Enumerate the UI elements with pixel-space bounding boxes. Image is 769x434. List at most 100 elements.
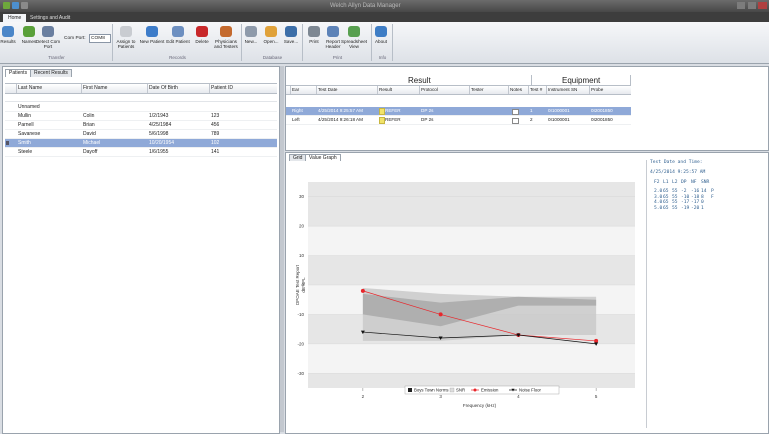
close-button[interactable] [758,2,767,9]
data-point [360,288,365,293]
details-heading: Test Date and Time: [650,160,703,165]
patient-cell: David [83,131,96,137]
details-cell: 14 [701,189,707,194]
minimize-button[interactable] [737,2,745,9]
button-icon[interactable] [146,26,158,37]
data-point [516,333,521,338]
result-row[interactable] [286,116,631,125]
column-header: Patient ID [211,85,233,91]
patient-cell: 456 [211,122,220,128]
ribbon-button[interactable]: Edit Patient [166,39,190,44]
column-header: Notes [510,87,523,92]
button-icon[interactable] [2,26,14,37]
details-cell: -17 [691,200,700,205]
column-divider [528,86,529,94]
details-cell: -17 [681,200,690,205]
button-icon[interactable] [23,26,35,37]
quick-access-icon[interactable] [12,2,19,9]
ribbon: Transfer Results Names Detect Com Port Recor… [0,22,769,64]
patient-row[interactable] [5,130,277,139]
button-icon[interactable] [42,26,54,37]
result-cell: 0I2001850 [591,117,613,122]
details-column: F2 [654,180,660,185]
button-icon[interactable] [285,26,297,37]
details-cell: 55 [672,200,678,205]
com-port-input[interactable]: COM8 [89,34,111,43]
details-cell: P [711,189,714,194]
ribbon-button[interactable]: Spreadsheet View [340,39,368,49]
result-row[interactable] [286,107,631,116]
button-icon[interactable] [245,26,257,37]
column-header: Instrument SN [548,87,578,92]
pane-tab[interactable]: Patients [5,69,32,77]
column-divider [469,86,470,94]
group-separator [112,24,113,61]
y-axis-label: DPOAE Test Report [295,264,300,305]
button-icon[interactable] [348,26,360,37]
patient-cell: Smith [18,140,31,146]
pane-tab[interactable]: Recent Results [30,69,72,77]
result-cell: DP 2s [421,117,434,122]
graph-tab[interactable]: Grid [289,154,307,161]
column-divider [209,84,210,93]
details-cell: 55 [672,194,678,200]
maximize-button[interactable] [748,2,756,9]
details-cell: 8 [701,194,704,200]
app-icon[interactable] [3,2,10,9]
details-panel: Test Date and Time: 4/25/2014 9:25:57 AM F… [646,160,767,428]
ribbon-button[interactable]: Assign to Patients [116,39,136,49]
ribbon-tab[interactable]: Home [3,14,27,22]
table-header [286,86,631,95]
chart: 30 20 10 0 -10 -20 -30 2 3 4 5 Frequency (kHz) DPOAE… [295,182,635,408]
column-divider [377,86,378,94]
patient-row[interactable] [5,112,277,121]
details-cell: 2.0 [654,189,663,194]
button-icon[interactable] [172,26,184,37]
patient-cell: Dayoff [83,149,98,155]
ribbon-button[interactable]: New Patient [139,39,165,44]
result-cell: DP 2s [421,108,434,113]
button-icon[interactable] [308,26,320,37]
button-icon[interactable] [196,26,208,37]
patient-cell: 123 [211,113,220,119]
group-separator [371,24,372,61]
patient-row[interactable] [5,121,277,130]
ribbon-button[interactable]: Detect Com Port [35,39,61,49]
patient-cell: Mullin [18,113,32,119]
button-icon[interactable] [120,26,132,37]
graph-tab[interactable]: Value Graph [305,154,341,161]
ribbon-button[interactable]: New... [244,39,258,44]
notes-icon [512,109,519,115]
ribbon-button[interactable]: About [374,39,387,44]
group-header-bar [286,75,631,86]
ribbon-button[interactable]: Save... [283,39,299,44]
button-icon[interactable] [220,26,232,37]
ribbon-button[interactable]: Print [309,39,319,44]
splitter[interactable] [280,66,284,432]
patient-row[interactable] [5,103,277,112]
column-divider [589,86,590,94]
column-divider [81,84,82,93]
column-header: Protocol [421,87,438,92]
patient-row[interactable] [5,139,277,148]
details-cell: 55 [672,189,678,194]
x-axis-label: Frequency (kHz) [463,403,497,408]
patient-cell: Savanese [18,131,41,137]
button-icon[interactable] [375,26,387,37]
ribbon-button[interactable]: Delete [195,39,209,44]
patient-row[interactable] [5,148,277,157]
data-point [438,336,443,340]
ribbon-button[interactable]: Names [21,39,37,44]
column-divider [16,84,17,93]
ribbon-button[interactable]: Report Header [325,39,341,49]
button-icon[interactable] [265,26,277,37]
details-column: L2 [672,180,678,185]
ribbon-button[interactable]: Open... [263,39,279,44]
ribbon-button[interactable]: Physicians and Testers [214,39,238,49]
ribbon-tab[interactable]: Settings and Audit [30,15,71,21]
quick-access-icon[interactable] [21,2,28,9]
column-divider [290,86,291,94]
button-icon[interactable] [327,26,339,37]
ribbon-button[interactable]: Results [0,39,16,44]
grid-band [308,343,635,374]
